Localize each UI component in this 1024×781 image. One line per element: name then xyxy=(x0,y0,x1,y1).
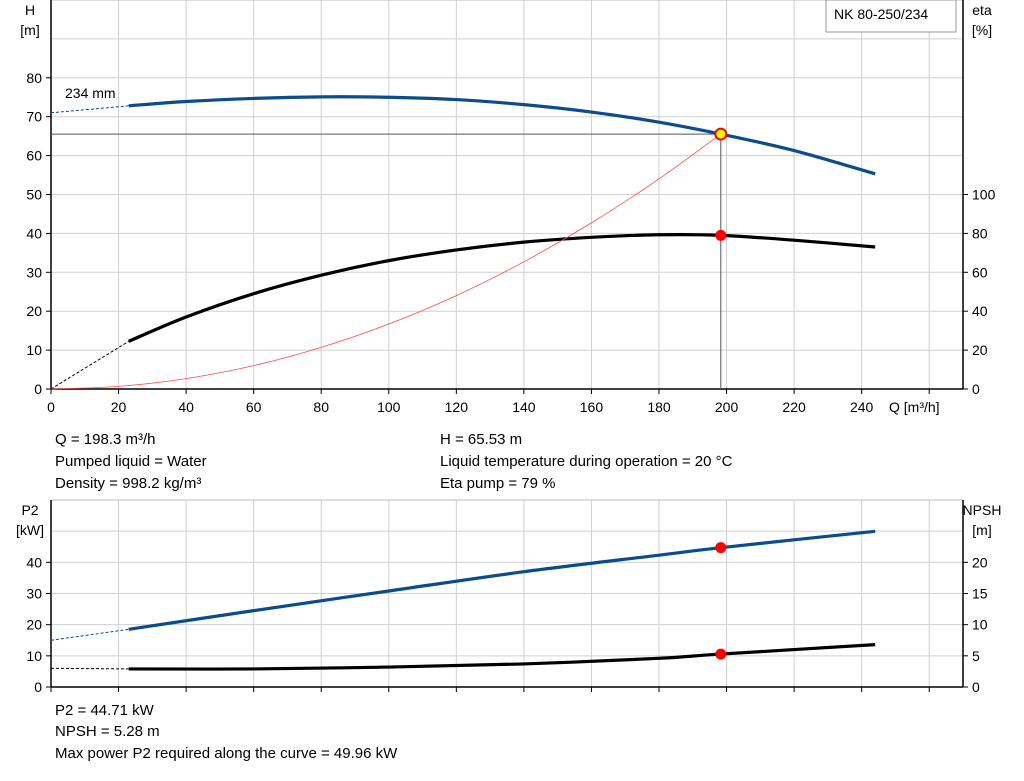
panel1-y-right-tick-label: 80 xyxy=(972,225,988,241)
panel1-x-tick-label: 180 xyxy=(647,399,671,415)
panel1-x-tick-label: 40 xyxy=(178,399,194,415)
panel1-y-right-tick-label: 0 xyxy=(972,381,980,397)
npsh-curve-extension xyxy=(50,667,129,670)
operating-point-npsh xyxy=(715,648,727,660)
panel2-y-right-tick-label: 15 xyxy=(972,586,988,602)
operating-point-p2 xyxy=(715,542,727,554)
pump-label: NK 80-250/234 xyxy=(834,6,928,22)
info-density: Density = 998.2 kg/m³ xyxy=(55,475,202,492)
info-temperature: Liquid temperature during operation = 20… xyxy=(440,453,733,470)
panel1-y-left-tick-label: 60 xyxy=(26,148,42,164)
panel1-x-tick-label: 20 xyxy=(111,399,127,415)
panel1-x-tick-label: 140 xyxy=(512,399,536,415)
panel1-y-right-unit: [%] xyxy=(972,22,992,38)
npsh-curve xyxy=(128,643,876,671)
panel1-y-right-tick-label: 40 xyxy=(972,303,988,319)
operating-point-head xyxy=(714,127,728,141)
panel2-y-left-tick-label: 30 xyxy=(26,586,42,602)
info-npsh: NPSH = 5.28 m xyxy=(55,723,160,740)
panel2-y-left-tick-label: 0 xyxy=(34,679,42,695)
panel2-y-right-tick-label: 10 xyxy=(972,617,988,633)
info-max-p2: Max power P2 required along the curve = … xyxy=(55,745,398,762)
operating-point-eta xyxy=(715,229,727,241)
info-flow: Q = 198.3 m³/h xyxy=(55,431,156,448)
panel1-y-left-tick-label: 10 xyxy=(26,342,42,358)
panel2-y-left-tick-label: 20 xyxy=(26,617,42,633)
panel1-x-axis-label: Q [m³/h] xyxy=(889,399,940,415)
system-curve xyxy=(50,133,722,390)
panel2-y-right-unit: [m] xyxy=(972,522,991,538)
panel2-y-right-tick-label: 20 xyxy=(972,554,988,570)
panel1-y-right-tick-label: 100 xyxy=(972,187,996,203)
panel1-y-right-tick-label: 60 xyxy=(972,264,988,280)
panel1-x-tick-label: 200 xyxy=(715,399,739,415)
panel1-y-right-tick-label: 20 xyxy=(972,342,988,358)
panel2-y-right-label: NPSH xyxy=(963,502,1002,518)
panel2-y-left-tick-label: 40 xyxy=(26,554,42,570)
panel2-y-right-tick-label: 5 xyxy=(972,648,980,664)
panel2-y-left-tick-label: 10 xyxy=(26,648,42,664)
panel2-y-left-unit: [kW] xyxy=(16,522,44,538)
panel1-x-tick-label: 60 xyxy=(246,399,262,415)
p2-curve-extension xyxy=(50,628,129,641)
panel1-y-left-unit: [m] xyxy=(20,22,39,38)
info-eta: Eta pump = 79 % xyxy=(440,475,556,492)
info-p2: P2 = 44.71 kW xyxy=(55,702,154,719)
panel2-y-left-label: P2 xyxy=(21,502,38,518)
eta-curve xyxy=(128,232,876,343)
panel1-y-right-label: eta xyxy=(972,2,992,18)
info-head: H = 65.53 m xyxy=(440,431,523,448)
panel1-y-left-tick-label: 0 xyxy=(34,381,42,397)
head-curve-extension xyxy=(50,105,129,114)
panel1-y-left-tick-label: 50 xyxy=(26,187,42,203)
panel1-y-left-tick-label: 70 xyxy=(26,109,42,125)
panel1-x-tick-label: 220 xyxy=(782,399,806,415)
info-liquid: Pumped liquid = Water xyxy=(55,453,207,470)
panel1-y-left-tick-label: 30 xyxy=(26,264,42,280)
panel1-y-left-tick-label: 20 xyxy=(26,303,42,319)
pump-label-box xyxy=(825,0,957,33)
panel1-x-tick-label: 160 xyxy=(580,399,604,415)
panel1-x-tick-label: 0 xyxy=(47,399,55,415)
eta-curve-extension xyxy=(50,340,129,390)
panel1-y-left-tick-label: 40 xyxy=(26,225,42,241)
panel1-x-tick-label: 240 xyxy=(850,399,874,415)
panel1-x-tick-label: 100 xyxy=(377,399,401,415)
panel2-y-right-tick-label: 0 xyxy=(972,679,980,695)
panel1-x-tick-label: 80 xyxy=(313,399,329,415)
p2-curve xyxy=(128,529,876,631)
panel1-y-left-label: H xyxy=(25,2,35,18)
panel1-y-left-tick-label: 80 xyxy=(26,70,42,86)
head-curve xyxy=(128,95,876,176)
impeller-diameter-label: 234 mm xyxy=(65,85,116,101)
panel1-x-tick-label: 120 xyxy=(445,399,469,415)
